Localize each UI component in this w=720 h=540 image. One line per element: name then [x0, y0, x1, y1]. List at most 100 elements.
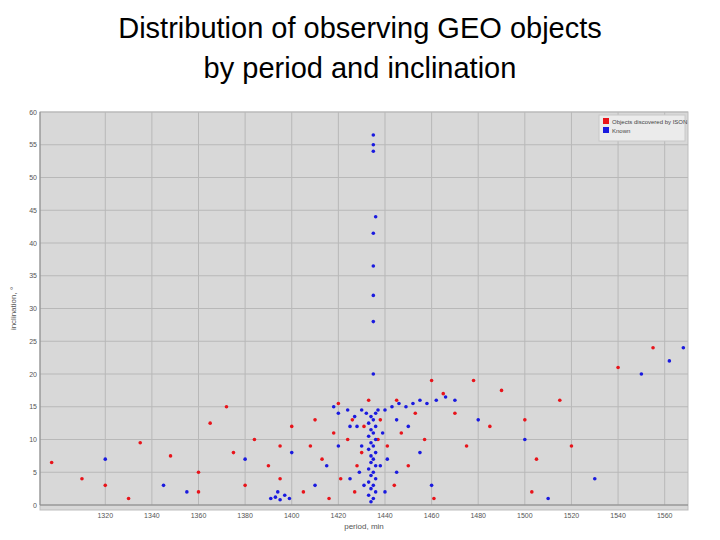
- tick-label: 0: [33, 502, 37, 509]
- point: [169, 454, 173, 458]
- point: [393, 484, 397, 488]
- point: [376, 408, 380, 412]
- point: [374, 490, 378, 494]
- grid-line: [40, 177, 688, 178]
- point: [372, 444, 376, 448]
- title: Distribution of observing GEO objects by…: [0, 8, 720, 88]
- tick-label: 20: [29, 371, 37, 378]
- point: [535, 457, 539, 461]
- legend-label: Known: [612, 128, 630, 134]
- point: [348, 477, 352, 481]
- tick-label: 1480: [470, 512, 486, 519]
- point: [386, 457, 390, 461]
- tick-label: 40: [29, 240, 37, 247]
- tick-label: 1340: [144, 512, 160, 519]
- point: [406, 464, 410, 468]
- point: [278, 498, 282, 502]
- point: [353, 415, 357, 419]
- point: [355, 464, 359, 468]
- grid-line: [40, 341, 688, 342]
- point: [418, 451, 422, 455]
- tick-label: 1540: [610, 512, 626, 519]
- point: [379, 418, 383, 422]
- point: [332, 405, 336, 409]
- point: [278, 444, 282, 448]
- point: [372, 497, 376, 501]
- point: [390, 405, 394, 409]
- point: [651, 346, 655, 350]
- point: [411, 402, 415, 406]
- point: [472, 379, 476, 383]
- point: [127, 497, 131, 501]
- point: [530, 490, 534, 494]
- point: [430, 484, 434, 488]
- tick-label: 1360: [191, 512, 207, 519]
- point: [413, 412, 417, 416]
- tick-label: 1520: [564, 512, 580, 519]
- point: [332, 431, 336, 435]
- tick-label: 45: [29, 207, 37, 214]
- point: [367, 448, 371, 452]
- point: [593, 477, 597, 481]
- point: [362, 484, 366, 488]
- point: [197, 490, 201, 494]
- point: [290, 451, 294, 455]
- point: [346, 438, 350, 442]
- point: [358, 470, 362, 474]
- point: [103, 457, 107, 461]
- point: [383, 408, 387, 412]
- point: [444, 395, 448, 399]
- tick-label: 1380: [237, 512, 253, 519]
- point: [283, 493, 287, 497]
- plot-area: [40, 112, 688, 510]
- point: [523, 418, 527, 422]
- point: [374, 412, 378, 416]
- point: [327, 497, 331, 501]
- point: [162, 484, 166, 488]
- tick-label: 60: [29, 109, 37, 116]
- point: [360, 408, 364, 412]
- tick-label: 10: [29, 436, 37, 443]
- grid-line: [40, 275, 688, 276]
- point: [397, 402, 401, 406]
- point: [313, 418, 317, 422]
- point: [395, 470, 399, 474]
- point: [243, 457, 247, 461]
- point: [369, 500, 373, 504]
- point: [372, 143, 376, 147]
- point: [320, 457, 324, 461]
- point: [355, 425, 359, 429]
- point: [406, 425, 410, 429]
- tick-label: 1400: [284, 512, 300, 519]
- point: [374, 425, 378, 429]
- point: [362, 425, 366, 429]
- tick-label: 55: [29, 141, 37, 148]
- point: [372, 418, 376, 422]
- tick-label: 1560: [657, 512, 673, 519]
- point: [453, 398, 457, 402]
- point: [197, 470, 201, 474]
- point: [369, 461, 373, 465]
- point: [369, 487, 373, 491]
- point: [369, 441, 373, 445]
- grid-line: [40, 112, 688, 113]
- point: [425, 402, 429, 406]
- point: [372, 372, 376, 376]
- point: [232, 451, 236, 455]
- point: [325, 464, 329, 468]
- point: [309, 444, 313, 448]
- point: [337, 402, 341, 406]
- point: [367, 493, 371, 497]
- tick-label: 1320: [97, 512, 113, 519]
- point: [337, 444, 341, 448]
- y-axis: [40, 112, 41, 505]
- point: [404, 405, 408, 409]
- point: [395, 398, 399, 402]
- grid-line: [40, 505, 688, 506]
- grid-line: [40, 374, 688, 375]
- point: [423, 438, 427, 442]
- point: [367, 398, 371, 402]
- point: [488, 425, 492, 429]
- point: [369, 415, 373, 419]
- point: [668, 359, 672, 363]
